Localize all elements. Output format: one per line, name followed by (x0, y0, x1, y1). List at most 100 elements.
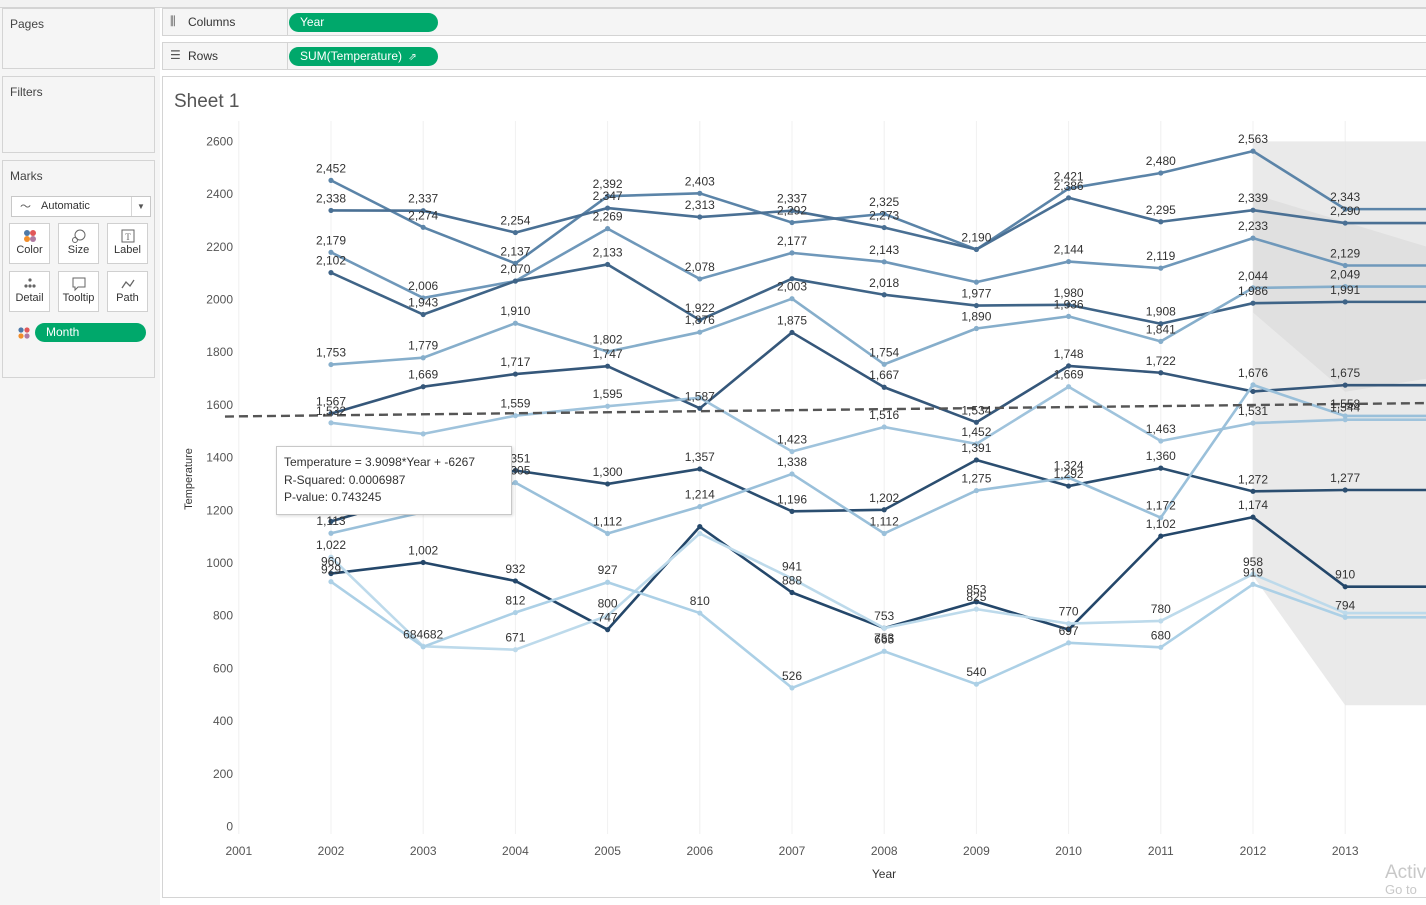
value-label: 2,137 (500, 244, 530, 258)
data-point (328, 177, 334, 183)
data-point (1066, 363, 1072, 369)
x-tick-label: 2008 (871, 844, 898, 858)
value-label: 2,337 (408, 192, 438, 206)
data-point (420, 644, 426, 650)
data-point (1250, 420, 1256, 426)
data-point (328, 361, 334, 368)
data-point (420, 224, 426, 230)
data-point (1342, 614, 1348, 620)
data-point (881, 211, 887, 217)
value-label: 2,292 (777, 204, 807, 218)
data-point (1250, 207, 1256, 213)
pages-label: Pages (10, 17, 45, 31)
data-point (697, 329, 703, 335)
data-point (1250, 388, 1256, 395)
data-point (605, 226, 611, 232)
value-label: 1,875 (777, 313, 807, 327)
tooltip-r-squared: R-Squared: 0.0006987 (284, 472, 406, 487)
data-point (605, 193, 611, 199)
value-label: 2,290 (1330, 204, 1360, 218)
value-label: 753 (874, 631, 894, 645)
data-point (1158, 438, 1164, 444)
value-label: 958 (1243, 555, 1263, 569)
mark-type-dropdown[interactable]: 〜 Automatic ▼ (11, 196, 151, 217)
watermark-line2: Go to (1385, 882, 1417, 897)
data-point (1158, 170, 1164, 176)
value-label: 1,463 (1146, 422, 1176, 436)
data-point (1250, 514, 1256, 520)
value-label: 812 (505, 594, 525, 608)
path-button[interactable]: Path (107, 271, 148, 312)
value-label: 2,006 (408, 279, 438, 293)
y-tick-label: 1600 (206, 398, 233, 412)
trend-icon: ⇗ (408, 52, 417, 63)
y-tick-label: 2600 (206, 134, 233, 148)
data-point (1250, 571, 1256, 577)
pages-shelf[interactable]: Pages (2, 8, 155, 69)
data-point (420, 208, 426, 214)
data-point (1158, 644, 1164, 650)
value-label: 2,421 (1054, 170, 1084, 184)
value-label: 1,174 (1238, 498, 1268, 512)
data-point (605, 627, 611, 633)
temperature-field-pill[interactable]: SUM(Temperature) ⇗ (289, 47, 438, 66)
value-label: 1,841 (1146, 322, 1176, 336)
value-label: 2,177 (777, 234, 807, 248)
shelf-divider (287, 43, 288, 69)
x-tick-label: 2001 (225, 844, 252, 858)
month-field-pill[interactable]: Month (35, 323, 146, 342)
tooltip-p-value: P-value: 0.743245 (284, 490, 382, 504)
value-label: 2,392 (593, 177, 623, 191)
data-point (1158, 321, 1164, 327)
value-label: 960 (321, 555, 341, 569)
line-chart[interactable]: 0 200 400 600 800 1000 1200 1400 1600 1800 2000 220… (163, 77, 1426, 898)
value-label: 800 (598, 597, 618, 611)
value-label: 927 (598, 563, 618, 577)
value-label: 1,534 (961, 403, 991, 417)
value-label: 825 (966, 590, 986, 604)
value-label: 753 (874, 609, 894, 623)
data-point (512, 278, 518, 284)
data-point (512, 371, 518, 377)
value-label: 1,669 (408, 368, 438, 382)
value-label: 671 (505, 631, 525, 645)
value-label: 853 (966, 583, 986, 597)
data-point (1066, 302, 1072, 308)
left-panel: Pages Filters Marks 〜 Automatic ▼ Color … (0, 8, 160, 905)
detail-button[interactable]: Detail (9, 271, 50, 312)
data-point (973, 441, 980, 447)
data-point (1066, 483, 1072, 489)
value-label: 1,943 (408, 296, 438, 310)
data-point (973, 246, 980, 253)
value-label: 1,754 (869, 345, 899, 359)
value-label: 684682 (403, 627, 443, 641)
value-label: 1,986 (1238, 284, 1268, 298)
value-label: 1,360 (1146, 449, 1176, 463)
value-label: 770 (1059, 605, 1079, 619)
value-label: 2,102 (316, 254, 346, 268)
x-tick-label: 2006 (686, 844, 713, 858)
data-point (1066, 185, 1072, 192)
value-label: 1,669 (1054, 368, 1084, 382)
value-label: 2,313 (685, 198, 715, 212)
y-tick-label: 1200 (206, 503, 233, 517)
label-button[interactable]: T Label (107, 223, 148, 264)
data-point (328, 270, 334, 276)
value-label: 1,214 (685, 488, 715, 502)
data-point (697, 405, 703, 411)
color-button[interactable]: Color (9, 223, 50, 264)
size-button[interactable]: Size (58, 223, 99, 264)
y-tick-label: 1800 (206, 345, 233, 359)
year-field-pill[interactable]: Year (289, 13, 438, 32)
data-point (697, 504, 703, 510)
value-label: 2,480 (1146, 154, 1176, 168)
tooltip-button[interactable]: Tooltip (58, 271, 99, 312)
value-label: 1,936 (1054, 297, 1084, 311)
filters-shelf[interactable]: Filters (2, 76, 155, 153)
marks-label: Marks (10, 169, 43, 183)
data-point (1250, 488, 1256, 494)
x-tick-label: 2009 (963, 844, 990, 858)
value-label: 1,275 (961, 472, 991, 486)
data-point (973, 487, 980, 494)
data-point (697, 530, 703, 537)
